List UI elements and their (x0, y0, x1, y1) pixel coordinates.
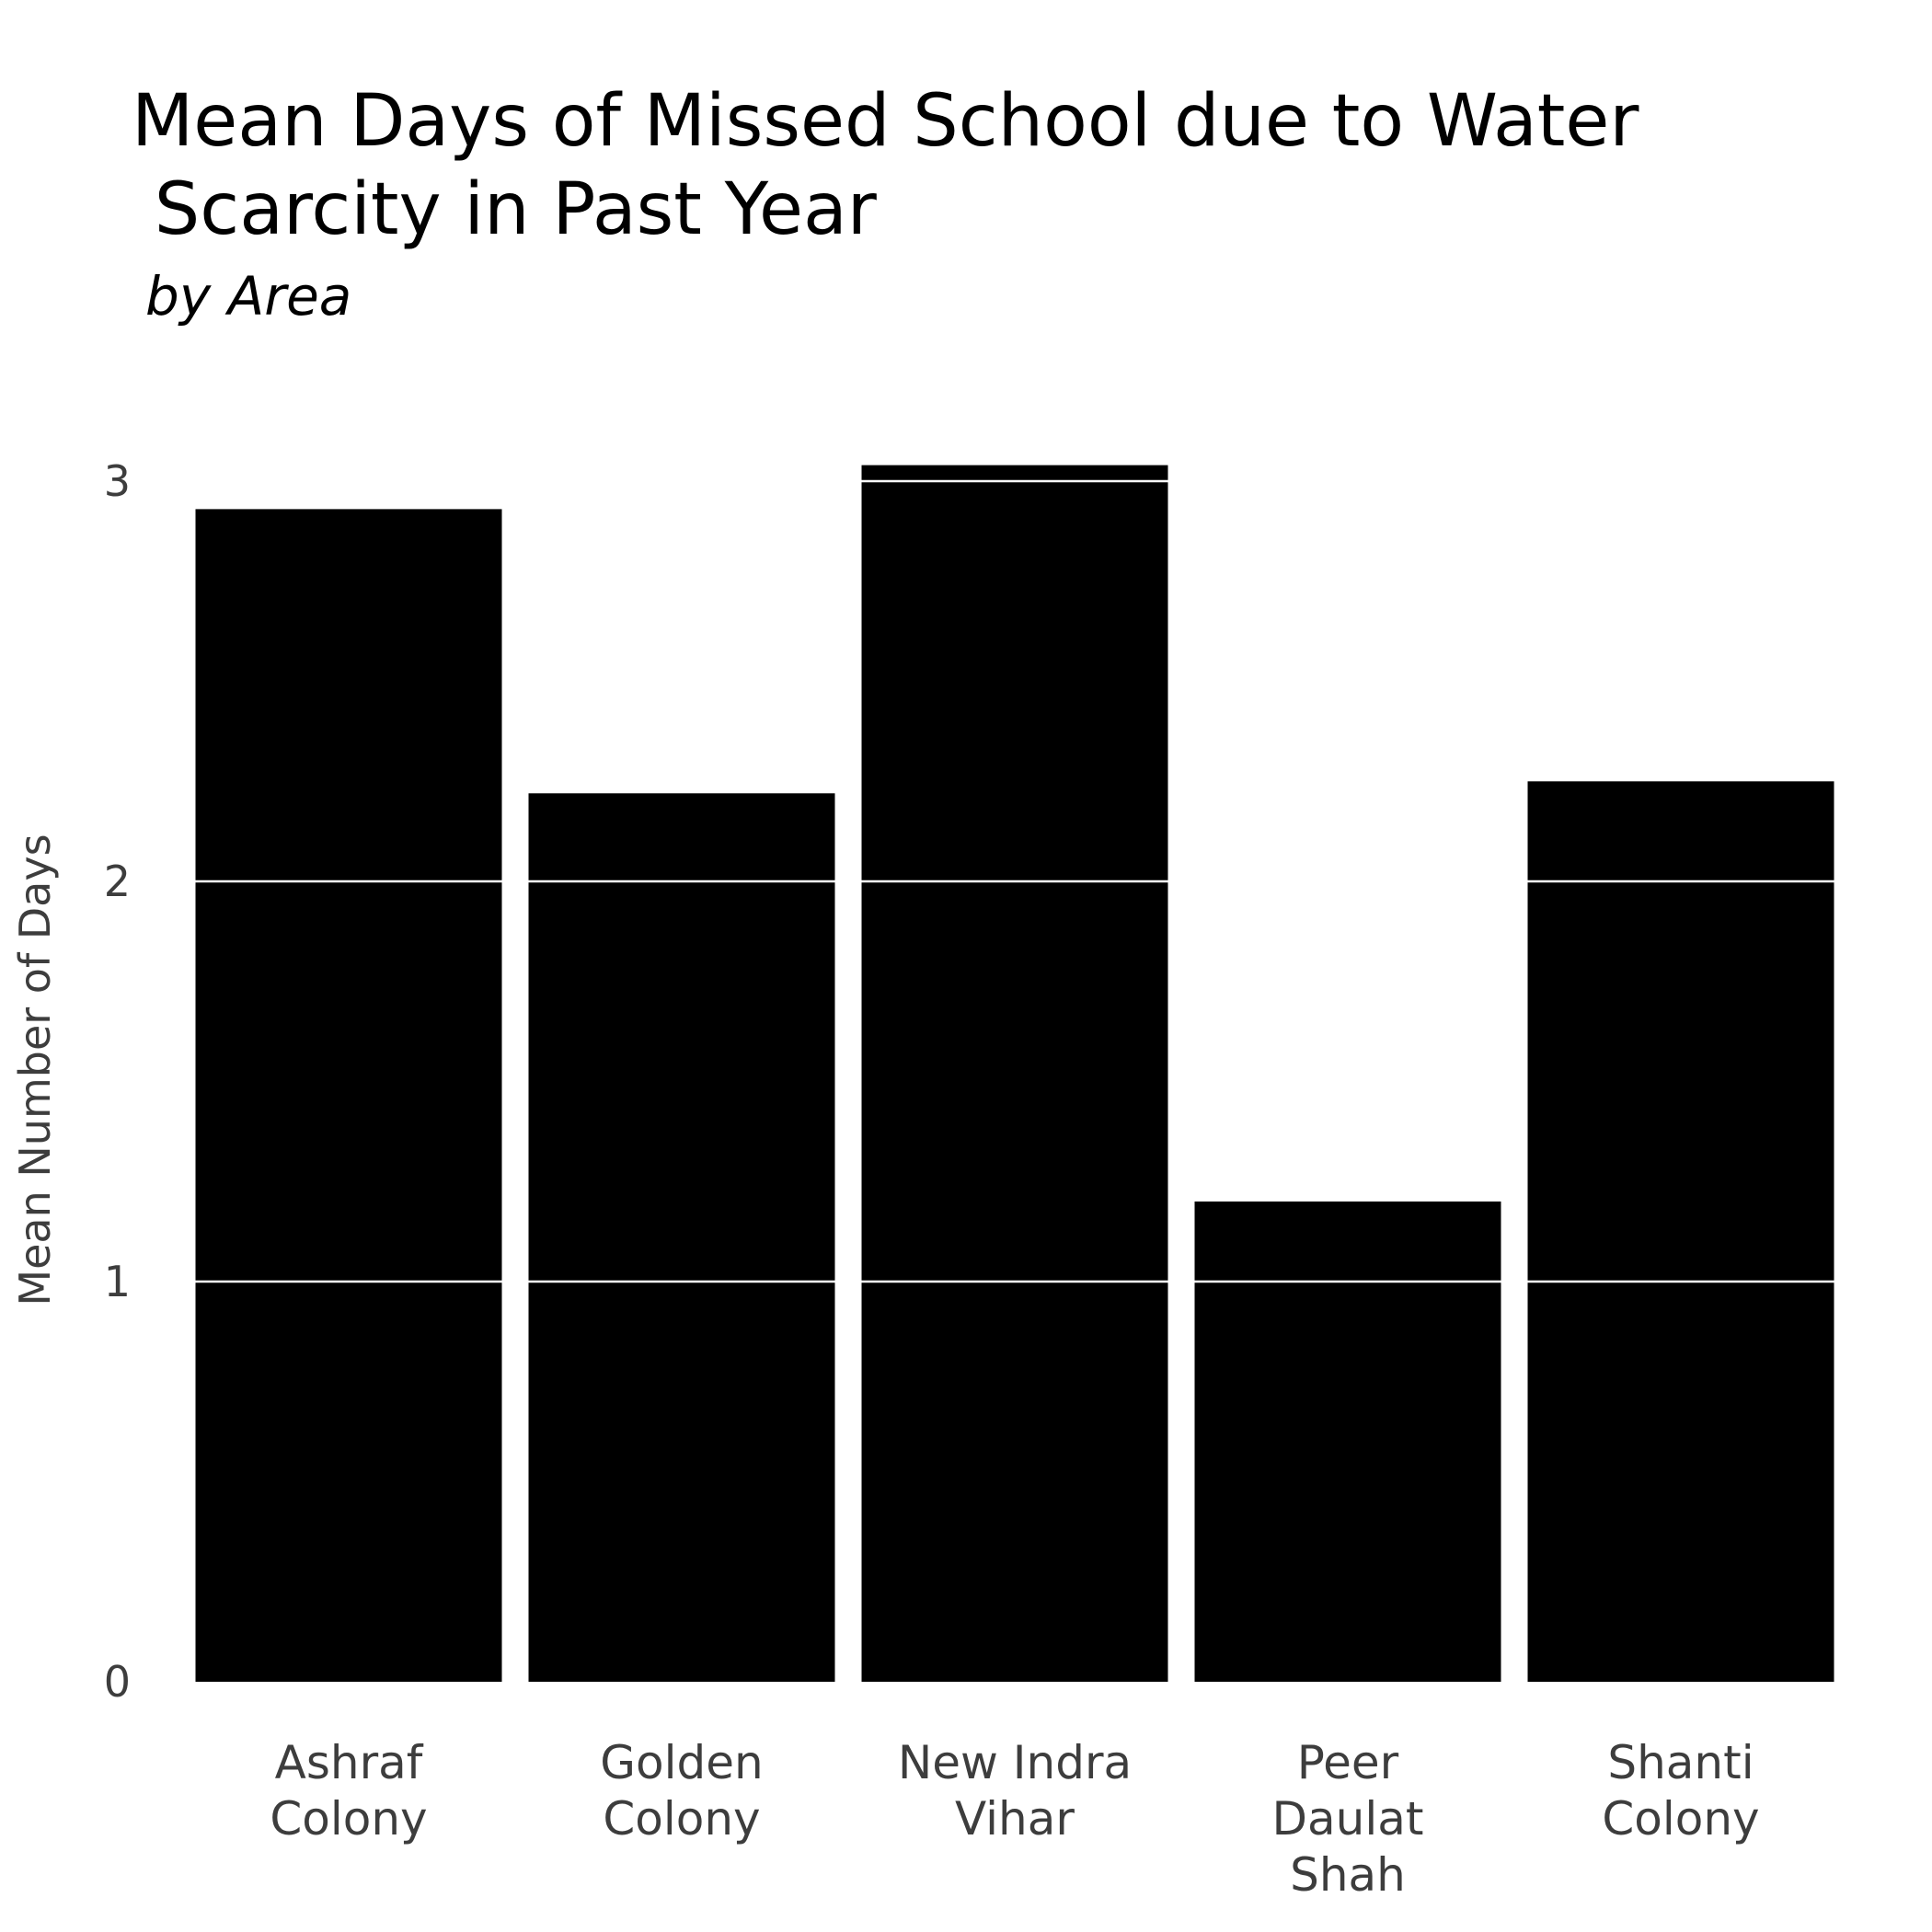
x-tick-label: Ashraf Colony (270, 1736, 427, 1846)
bar-shanti-colony (1527, 781, 1834, 1683)
x-tick-label-line: Shanti (1607, 1736, 1754, 1789)
y-tick-label: 3 (104, 456, 131, 506)
x-tick-label-line: Daulat (1272, 1792, 1424, 1846)
y-tick-label: 2 (104, 857, 131, 906)
y-axis-label: Mean Number of Days (10, 834, 60, 1305)
bar-new-indra-vihar (861, 465, 1168, 1683)
subtitle: by Area (145, 265, 351, 328)
x-tick-label-line: Colony (603, 1792, 760, 1846)
x-tick-label: Shanti Colony (1602, 1736, 1759, 1846)
bar-ashraf-colony (195, 509, 502, 1682)
title-line-1: Mean Days of Missed School due to Water (132, 80, 1639, 163)
x-tick-label-line: Ashraf (275, 1736, 424, 1789)
y-tick-label: 0 (104, 1657, 131, 1707)
title: Mean Days of Missed School due to Water … (132, 80, 1639, 251)
bars (195, 465, 1834, 1683)
y-axis-ticks: 0 1 2 3 (104, 456, 131, 1707)
x-tick-label-line: Peer (1297, 1736, 1399, 1789)
bar-golden-colony (528, 793, 835, 1682)
x-tick-label-line: Shah (1290, 1848, 1406, 1902)
x-tick-label-line: Colony (1602, 1792, 1759, 1846)
x-tick-label-line: Vihar (955, 1792, 1075, 1846)
x-tick-label: Golden Colony (600, 1736, 763, 1846)
bar-peer-daulat-shah (1194, 1202, 1501, 1682)
x-tick-label-line: Colony (270, 1792, 427, 1846)
x-tick-label: Peer Daulat Shah (1272, 1736, 1424, 1902)
gridlines (182, 479, 1847, 1283)
y-tick-label: 1 (104, 1257, 131, 1306)
x-tick-label-line: Golden (600, 1736, 763, 1789)
title-line-2: Scarcity in Past Year (132, 168, 878, 251)
x-tick-label: New Indra Vihar (898, 1736, 1132, 1846)
x-tick-label-line: New Indra (898, 1736, 1132, 1789)
